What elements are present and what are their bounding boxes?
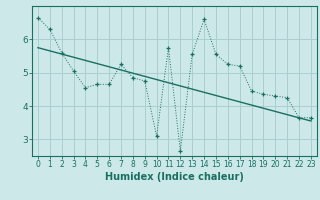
X-axis label: Humidex (Indice chaleur): Humidex (Indice chaleur)	[105, 172, 244, 182]
